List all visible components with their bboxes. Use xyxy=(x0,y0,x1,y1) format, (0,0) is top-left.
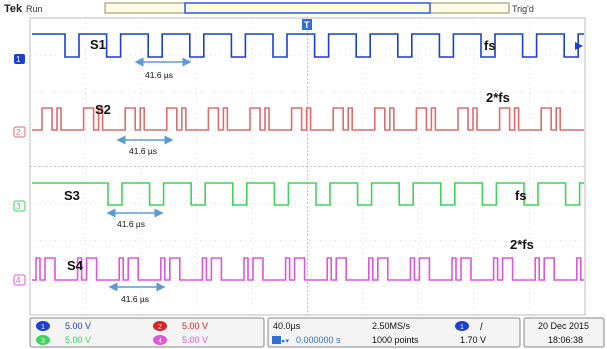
ch1-marker-label: 1 xyxy=(16,55,21,64)
record-length-value: 1000 points xyxy=(372,335,419,345)
period-label-s4: 41.6 µs xyxy=(121,294,149,304)
datetime-panel xyxy=(523,317,605,348)
ch1-waveform-s1 xyxy=(32,33,584,58)
trigger-source-label: 1 xyxy=(460,324,464,331)
ch4-scale-badge xyxy=(153,335,167,345)
freq-label-s1: fs xyxy=(484,38,496,53)
ch2-scale-badge xyxy=(153,321,167,331)
ch2-waveform-s2 xyxy=(32,107,584,131)
time-value: 18:06:38 xyxy=(548,335,583,345)
trigger-source-badge xyxy=(455,321,469,331)
ch1-scale-value: 5.00 V xyxy=(65,321,91,331)
ch2-scale-badge-label: 2 xyxy=(158,324,162,331)
ch3-scale-badge-label: 3 xyxy=(41,338,45,345)
ch3-marker-label: 3 xyxy=(16,202,21,211)
run-status: Run xyxy=(26,4,43,14)
trigger-status: Trig'd xyxy=(512,4,534,14)
ch1-scale-badge-label: 1 xyxy=(41,324,45,331)
trigger-position-icon xyxy=(272,336,281,344)
status-bar: 1 5.00 V 2 5.00 V 3 5.00 V 4 5.00 V 40.0… xyxy=(29,317,605,348)
signal-label-s4: S4 xyxy=(67,258,84,273)
signal-label-s2: S2 xyxy=(95,102,111,117)
trigger-marker-label: T xyxy=(304,20,310,30)
period-label-s2: 41.6 µs xyxy=(129,146,157,156)
ch1-scale-badge xyxy=(36,321,50,331)
sample-rate-value: 2.50MS/s xyxy=(372,321,411,331)
ch4-ground-marker[interactable]: 4 xyxy=(13,274,26,286)
ch1-ground-marker[interactable]: 1 xyxy=(14,54,25,64)
trigger-position-marker[interactable]: T xyxy=(302,19,312,30)
header-bar: Tek Run Trig'd xyxy=(4,2,534,15)
signal-label-s3: S3 xyxy=(64,188,80,203)
graticule xyxy=(29,17,586,316)
trigger-position-arrow: ▸▾ xyxy=(282,338,290,345)
freq-label-s4: 2*fs xyxy=(510,237,534,252)
ch4-marker-label: 4 xyxy=(16,276,21,285)
brand-logo: Tek xyxy=(4,3,23,15)
ch3-scale-value: 5.00 V xyxy=(65,335,91,345)
period-label-s1: 41.6 µs xyxy=(145,70,173,80)
trigger-position-value: 0.000000 s xyxy=(296,335,341,345)
ch3-ground-marker[interactable]: 3 xyxy=(13,200,26,212)
trigger-level-value: 1.70 V xyxy=(460,335,486,345)
ch2-ground-marker[interactable]: 2 xyxy=(13,126,26,138)
signal-label-s1: S1 xyxy=(90,37,106,52)
timebase-value: 40.0µs xyxy=(273,321,301,331)
ch4-scale-badge-label: 4 xyxy=(158,338,162,345)
date-value: 20 Dec 2015 xyxy=(538,321,589,331)
ch2-marker-label: 2 xyxy=(16,128,21,137)
ch3-waveform-s3 xyxy=(32,182,584,206)
record-view-window xyxy=(184,2,431,14)
ch2-scale-value: 5.00 V xyxy=(182,321,208,331)
channel-scale-panel[interactable] xyxy=(29,317,265,348)
freq-label-s3: fs xyxy=(515,188,527,203)
period-label-s3: 41.6 µs xyxy=(117,219,145,229)
ch3-scale-badge xyxy=(36,335,50,345)
ch4-scale-value: 5.00 V xyxy=(182,335,208,345)
freq-label-s2: 2*fs xyxy=(486,90,510,105)
trigger-slope-icon: / xyxy=(480,322,483,333)
ch4-waveform-s4 xyxy=(32,257,584,281)
record-view-bar xyxy=(104,2,510,14)
